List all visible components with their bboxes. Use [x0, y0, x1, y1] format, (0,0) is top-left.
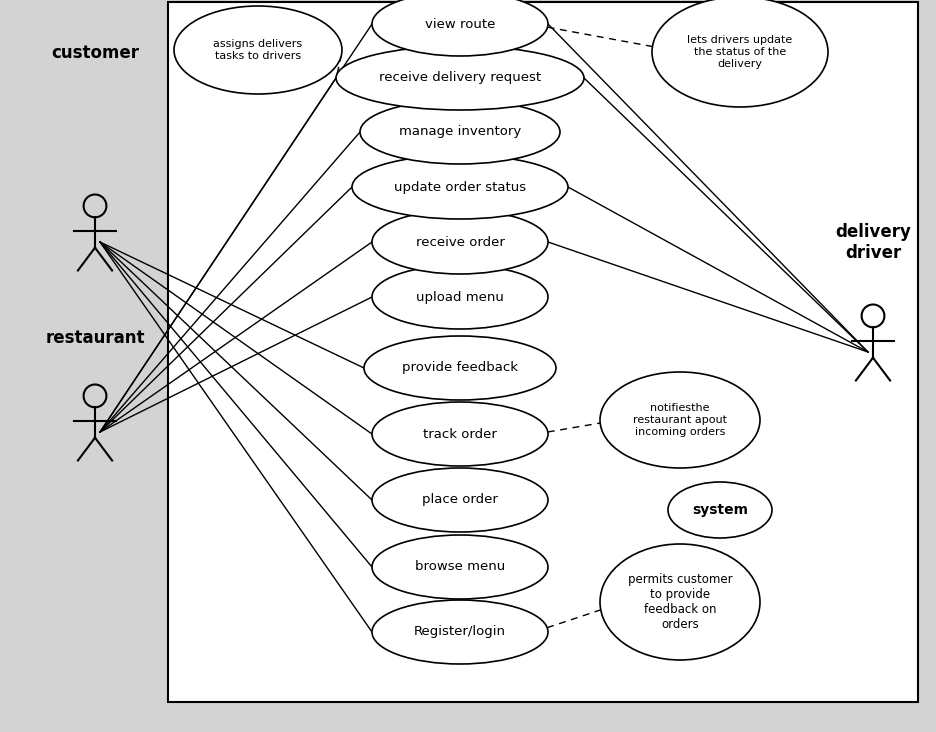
Ellipse shape [600, 544, 760, 660]
Bar [168, 2, 918, 702]
Ellipse shape [372, 600, 548, 664]
Ellipse shape [652, 0, 828, 107]
Text: provide feedback: provide feedback [402, 362, 518, 375]
Ellipse shape [372, 468, 548, 532]
Text: track order: track order [423, 427, 497, 441]
Ellipse shape [336, 46, 584, 110]
Text: receive delivery request: receive delivery request [379, 72, 541, 84]
Ellipse shape [352, 155, 568, 219]
Ellipse shape [600, 372, 760, 468]
Ellipse shape [372, 402, 548, 466]
Ellipse shape [372, 265, 548, 329]
Text: browse menu: browse menu [415, 561, 505, 573]
Text: system: system [692, 503, 748, 517]
Text: permits customer
to provide
feedback on
orders: permits customer to provide feedback on … [628, 573, 732, 631]
Text: assigns delivers
tasks to drivers: assigns delivers tasks to drivers [213, 40, 302, 61]
Ellipse shape [372, 535, 548, 599]
Ellipse shape [364, 336, 556, 400]
Text: Register/login: Register/login [414, 626, 506, 638]
Text: customer: customer [51, 44, 139, 62]
Text: update order status: update order status [394, 181, 526, 193]
Ellipse shape [174, 6, 342, 94]
Text: upload menu: upload menu [417, 291, 504, 304]
Ellipse shape [372, 0, 548, 56]
Text: view route: view route [425, 18, 495, 31]
Text: manage inventory: manage inventory [399, 125, 521, 138]
Text: place order: place order [422, 493, 498, 507]
Ellipse shape [668, 482, 772, 538]
Ellipse shape [360, 100, 560, 164]
Text: notifiesthe
restaurant apout
incoming orders: notifiesthe restaurant apout incoming or… [633, 403, 727, 436]
Text: receive order: receive order [416, 236, 505, 248]
Text: lets drivers update
the status of the
delivery: lets drivers update the status of the de… [687, 35, 793, 69]
Text: restaurant: restaurant [45, 329, 145, 347]
Text: delivery
driver: delivery driver [835, 223, 911, 262]
Ellipse shape [372, 210, 548, 274]
